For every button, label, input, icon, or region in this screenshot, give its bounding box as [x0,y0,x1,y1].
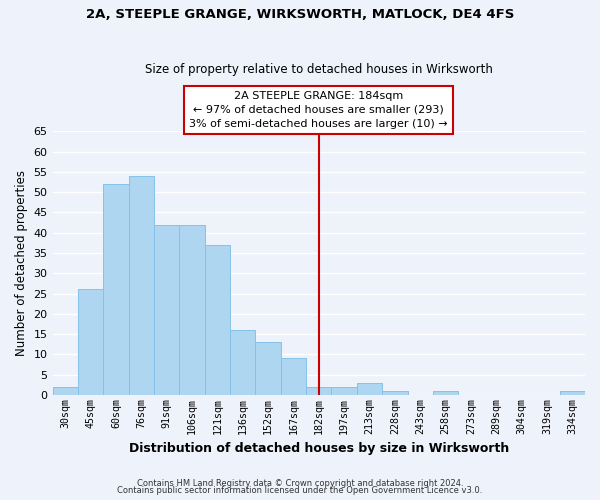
X-axis label: Distribution of detached houses by size in Wirksworth: Distribution of detached houses by size … [128,442,509,455]
Bar [205,245,230,395]
Bar [331,387,357,395]
Y-axis label: Number of detached properties: Number of detached properties [15,170,28,356]
Bar [179,224,205,395]
Text: 2A, STEEPLE GRANGE, WIRKSWORTH, MATLOCK, DE4 4FS: 2A, STEEPLE GRANGE, WIRKSWORTH, MATLOCK,… [86,8,514,20]
Title: Size of property relative to detached houses in Wirksworth: Size of property relative to detached ho… [145,63,493,76]
Bar [103,184,128,395]
Bar [382,391,407,395]
Bar [357,382,382,395]
Text: Contains public sector information licensed under the Open Government Licence v3: Contains public sector information licen… [118,486,482,495]
Bar [256,342,281,395]
Text: Contains HM Land Registry data © Crown copyright and database right 2024.: Contains HM Land Registry data © Crown c… [137,478,463,488]
Bar [230,330,256,395]
Text: 2A STEEPLE GRANGE: 184sqm
← 97% of detached houses are smaller (293)
3% of semi-: 2A STEEPLE GRANGE: 184sqm ← 97% of detac… [190,90,448,128]
Bar [433,391,458,395]
Bar [154,224,179,395]
Bar [306,387,331,395]
Bar [78,290,103,395]
Bar [560,391,585,395]
Bar [281,358,306,395]
Bar [128,176,154,395]
Bar [53,387,78,395]
